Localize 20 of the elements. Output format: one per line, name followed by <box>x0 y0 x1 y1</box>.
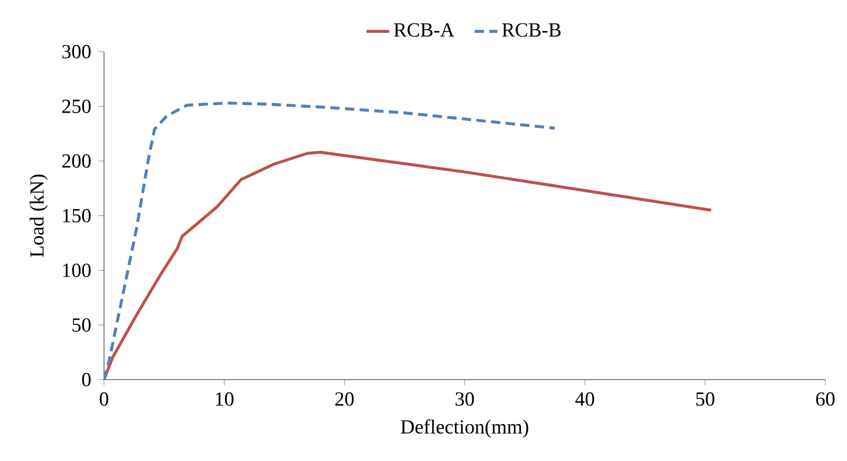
x-tick-label: 60 <box>816 392 835 406</box>
x-tick-label: 0 <box>100 392 108 406</box>
x-tick-label: 10 <box>216 392 234 406</box>
y-tick-label: 300 <box>62 44 91 58</box>
y-tick-label: 200 <box>62 154 91 168</box>
x-tick-label: 30 <box>456 392 474 406</box>
x-axis-title: Deflection(mm) <box>400 419 528 438</box>
y-tick-label: 0 <box>82 372 91 386</box>
line-series <box>104 102 556 380</box>
y-tick-label: 100 <box>63 264 91 278</box>
line-series <box>104 150 713 380</box>
legend-label: RCB-A <box>394 23 454 37</box>
x-tick-label: 50 <box>696 392 714 406</box>
x-tick-label: 20 <box>335 392 354 406</box>
x-tick-label: 40 <box>575 392 594 406</box>
legend-label: RCB-B <box>502 23 561 37</box>
y-tick-label: 250 <box>62 100 91 114</box>
y-tick-label: 150 <box>63 208 91 222</box>
y-axis-title: Load (kN) <box>30 174 48 257</box>
y-tick-label: 50 <box>72 318 91 332</box>
